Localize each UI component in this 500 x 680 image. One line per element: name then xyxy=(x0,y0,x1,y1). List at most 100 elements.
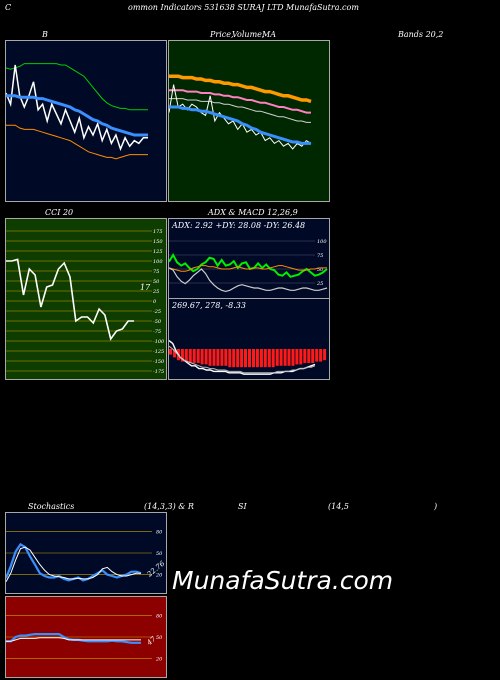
page-title: ommon Indicators 531638 SURAJ LTD Munafa… xyxy=(128,3,359,12)
macd-chart xyxy=(169,340,327,375)
macd-histogram-bar xyxy=(248,349,251,368)
macd-histogram-bar xyxy=(295,349,299,365)
bollinger-series-line xyxy=(6,94,148,137)
rsi-tick-label: 80 xyxy=(156,613,163,619)
macd-histogram-bar xyxy=(307,349,311,363)
cci-tick-label: -125 xyxy=(153,349,164,355)
macd-series-line xyxy=(169,340,316,375)
macd-histogram-bar xyxy=(200,349,204,365)
volume-label: Volume, xyxy=(232,30,265,39)
bollinger-series-line xyxy=(6,64,148,152)
price-ma-chart xyxy=(169,74,312,150)
cci-tick-label: -175 xyxy=(153,369,164,375)
stochastics-params: (14,3,3) & R xyxy=(144,502,194,511)
adx-series-line xyxy=(169,253,328,278)
macd-histogram-bar xyxy=(232,349,236,368)
adx-macd-label: ADX & MACD 12,26,9 xyxy=(208,208,298,217)
cci-tick-label: 150 xyxy=(153,239,163,245)
macd-histogram-bar xyxy=(236,349,240,368)
macd-histogram-bar xyxy=(173,349,176,358)
cci-tick-label: 125 xyxy=(153,249,163,255)
macd-histogram-bar xyxy=(323,349,327,361)
cci-tick-label: -75 xyxy=(153,329,161,335)
rsi-panel: 80 50 20 47 xyxy=(5,596,167,678)
cci-series-line xyxy=(6,258,134,341)
price-label: Price, xyxy=(210,30,234,39)
price_ma-series-line xyxy=(169,74,312,104)
adx-tick-label: 50 xyxy=(317,267,324,273)
ma-label: MA xyxy=(262,30,276,39)
bands-label: Bands 20,2 xyxy=(398,30,444,39)
macd-panel: 269.67, 278, -8.33 xyxy=(168,298,330,380)
cci-tick-label: -25 xyxy=(153,309,161,315)
cci-tick-label: 75 xyxy=(153,269,159,275)
cci-tick-label: 50 xyxy=(153,279,160,285)
cci-tick-label: 175 xyxy=(153,229,163,235)
rsi-params-close: ) xyxy=(434,502,438,511)
macd-histogram-bar xyxy=(263,349,267,368)
macd-histogram-bar xyxy=(255,349,259,368)
cci-tick-label: -100 xyxy=(153,339,165,345)
bollinger-series-line xyxy=(6,63,148,111)
price_ma-series-line xyxy=(169,89,311,114)
price-ma-panel xyxy=(168,40,330,202)
stochastics-tick-label: 80 xyxy=(156,529,163,535)
rsi-tick-label: 20 xyxy=(155,657,163,663)
stochastics-tick-label: 20 xyxy=(155,573,163,579)
macd-histogram-bar xyxy=(208,349,212,366)
title-initial: C xyxy=(5,3,12,12)
rsi-chart: 80 50 20 xyxy=(6,613,163,663)
rsi-params: (14,5 xyxy=(328,502,349,511)
macd-histogram-bar xyxy=(216,349,220,366)
macd-histogram-bar xyxy=(192,349,196,363)
macd-histogram-bar xyxy=(184,349,188,362)
price_ma-series-line xyxy=(169,98,311,123)
adx-values: ADX: 2.92 +DY: 28.08 -DY: 26.48 xyxy=(172,221,306,230)
adx-panel: 100 75 50 25 ADX: 2.92 +DY: 28.08 -DY: 26.4… xyxy=(168,218,330,300)
bollinger-chart xyxy=(6,63,148,160)
bollinger-series-line xyxy=(6,124,148,160)
cci-tick-label: 100 xyxy=(153,259,163,265)
macd-histogram-bar xyxy=(311,349,315,363)
cci-tick-label: -50 xyxy=(153,319,162,325)
cci-tick-label: 0 xyxy=(153,299,157,305)
adx-tick-label: 100 xyxy=(317,239,327,245)
cci-panel: 175 150 125 100 75 50 25 0 -25 -50 -75 -100 -125 -150… xyxy=(5,218,167,380)
macd-histogram-bar xyxy=(315,349,319,362)
adx-chart: 100 75 50 25 xyxy=(169,239,328,293)
adx-series-line xyxy=(169,267,328,293)
stochastics-panel: 80 50 20 22.76 xyxy=(5,512,167,594)
macd-series-line xyxy=(169,345,316,374)
macd-histogram-bar xyxy=(299,349,303,365)
macd-histogram-bar xyxy=(319,349,323,362)
macd-histogram-bar xyxy=(287,349,291,366)
rsi-tick-label: 50 xyxy=(156,635,163,641)
watermark: MunafaSutra.com xyxy=(172,566,394,595)
adx-tick-label: 75 xyxy=(317,253,323,259)
macd-histogram-bar xyxy=(259,349,263,368)
macd-histogram-bar xyxy=(204,349,208,365)
macd-histogram-bar xyxy=(267,349,271,368)
adx-tick-label: 25 xyxy=(316,281,323,287)
bollinger-panel xyxy=(5,40,167,202)
macd-histogram-bar xyxy=(275,349,279,366)
rsi-series-line xyxy=(6,637,141,642)
macd-histogram-bar xyxy=(196,349,200,363)
stochastics-tick-label: 50 xyxy=(156,551,163,557)
macd-histogram-bar xyxy=(303,349,307,363)
cci-tick-label: -150 xyxy=(153,359,165,365)
adx-series-line xyxy=(169,265,327,272)
macd-histogram-bar xyxy=(283,349,287,366)
macd-histogram-bar xyxy=(180,349,184,362)
macd-histogram-bar xyxy=(271,349,275,368)
rsi-label: SI xyxy=(238,502,247,511)
cci-value: 17 xyxy=(140,283,151,292)
price_ma-series-line xyxy=(169,84,312,150)
macd-histogram-bar xyxy=(244,349,247,368)
macd-histogram-bar xyxy=(188,349,192,363)
stochastics-chart: 80 50 20 xyxy=(6,529,163,583)
macd-histogram-bar xyxy=(252,349,255,368)
bollinger-label: B xyxy=(42,30,48,39)
macd-histogram-bar xyxy=(240,349,244,368)
price_ma-series-line xyxy=(169,105,311,145)
